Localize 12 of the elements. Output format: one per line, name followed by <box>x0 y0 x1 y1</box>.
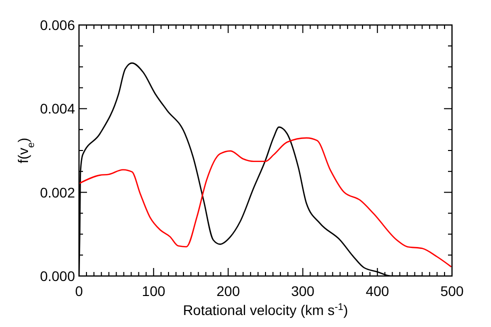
x-axis-title: Rotational velocity (km s$^{-1}$) <box>182 302 348 318</box>
y-tick-label: 0.002 <box>40 184 76 200</box>
y-tick-label: 0.004 <box>40 100 76 117</box>
x-tick-label: 400 <box>366 283 390 299</box>
x-tick-label: 500 <box>440 283 464 299</box>
x-tick-label: 200 <box>216 283 240 299</box>
x-tick-label: 300 <box>291 283 315 299</box>
y-tick-label: 0.006 <box>40 17 76 33</box>
x-tick-label: 100 <box>142 283 166 299</box>
x-tick-label: 0 <box>75 283 84 299</box>
y-tick-label: 0.000 <box>40 268 76 284</box>
line-series <box>79 137 452 268</box>
